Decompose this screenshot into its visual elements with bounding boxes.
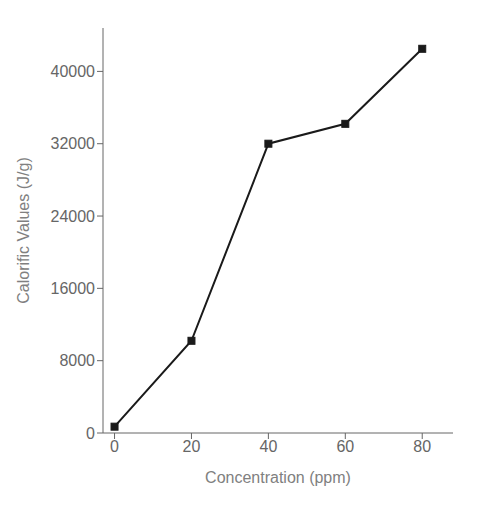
svg-text:32000: 32000 bbox=[51, 135, 96, 152]
svg-text:60: 60 bbox=[336, 438, 354, 455]
svg-text:16000: 16000 bbox=[51, 280, 96, 297]
svg-text:40: 40 bbox=[259, 438, 277, 455]
svg-text:24000: 24000 bbox=[51, 208, 96, 225]
svg-text:0: 0 bbox=[110, 438, 119, 455]
svg-text:0: 0 bbox=[86, 425, 95, 442]
svg-text:20: 20 bbox=[183, 438, 201, 455]
svg-text:40000: 40000 bbox=[51, 63, 96, 80]
svg-text:Calorific Values (J/g): Calorific Values (J/g) bbox=[15, 157, 32, 303]
svg-text:80: 80 bbox=[413, 438, 431, 455]
svg-text:Concentration (ppm): Concentration (ppm) bbox=[205, 469, 351, 486]
svg-text:8000: 8000 bbox=[59, 352, 95, 369]
